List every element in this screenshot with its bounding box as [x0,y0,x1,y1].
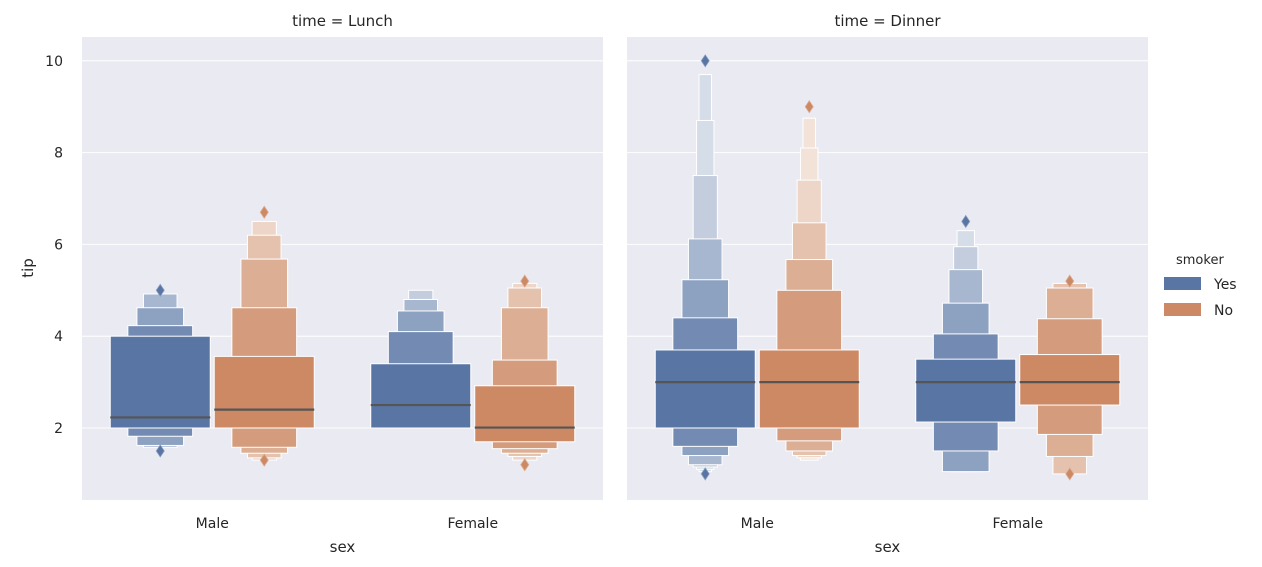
boxen-level [654,349,756,429]
x-axis-label: sex [330,538,356,556]
boxen-level [370,363,472,429]
y-tick-label: 2 [54,421,63,437]
x-tick-label: Female [992,516,1043,532]
outlier-marker [700,54,710,68]
panel-lunch: time = Lunch Male Female sex 2 4 6 8 10 tip [19,12,603,556]
x-axis-label: sex [875,538,901,556]
legend-title: smoker [1176,253,1224,268]
outlier-marker [700,467,710,481]
legend-label-yes: Yes [1213,277,1237,293]
panel-dinner: time = Dinner Male Female sex [627,12,1148,556]
x-tick-label: Male [196,516,229,532]
y-tick-label: 10 [45,54,63,70]
outlier-marker [804,99,814,114]
x-tick-labels: Male Female [741,516,1043,532]
y-tick-label: 8 [54,146,63,162]
legend-swatch-yes [1164,277,1201,290]
boxen-male-yes [654,54,756,481]
boxen-female-yes [915,214,1017,473]
boxen-level [213,355,315,429]
boxen-female-no [474,274,576,472]
boxen-male-no [758,99,860,461]
outlier-marker [520,274,530,288]
outlier-marker [259,453,269,467]
boxen-female-no [1019,274,1121,481]
x-tick-label: Male [741,516,774,532]
outlier-marker [155,444,165,458]
outlier-marker [259,205,269,219]
x-tick-labels: Male Female [196,516,498,532]
boxen-level [474,385,576,443]
outlier-marker [1065,467,1075,481]
boxen-level [1019,354,1121,406]
boxen-marks [109,205,576,472]
y-tick-label: 6 [54,237,63,253]
boxen-male-no [213,205,315,467]
legend-swatch-no [1164,303,1201,316]
outlier-marker [1065,274,1075,288]
y-tick-label: 4 [54,329,63,345]
boxen-marks [654,54,1121,481]
outlier-marker [520,457,530,472]
outlier-marker [155,283,165,298]
boxen-level [758,349,860,429]
legend-label-no: No [1214,303,1233,319]
y-tick-labels: 2 4 6 8 10 [45,54,63,437]
y-axis-label: tip [19,258,37,278]
boxen-level [915,358,1017,423]
panel-title: time = Dinner [834,12,941,30]
outlier-marker [961,214,971,229]
boxen-level [109,335,211,429]
boxen-male-yes [109,283,211,458]
x-tick-label: Female [447,516,498,532]
panel-title: time = Lunch [292,12,393,30]
legend: smoker Yes No [1164,253,1237,319]
boxen-female-yes [370,289,472,429]
